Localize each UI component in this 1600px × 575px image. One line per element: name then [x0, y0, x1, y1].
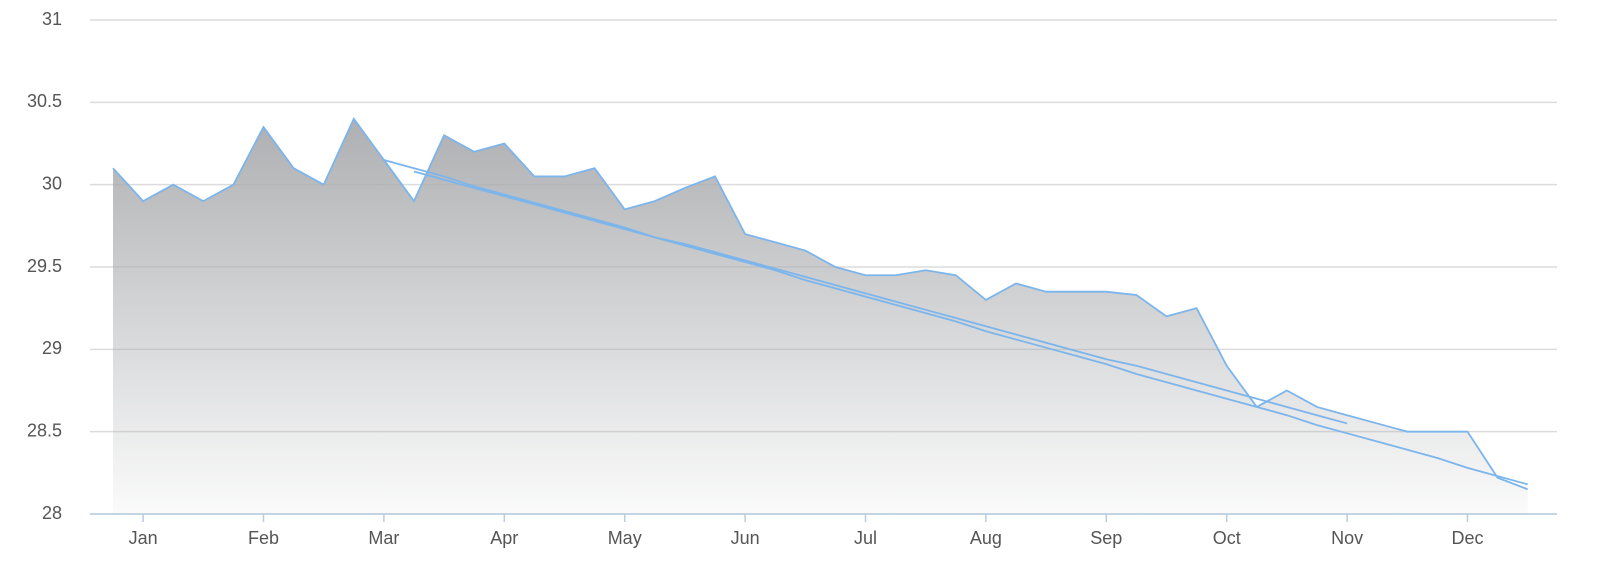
x-tick-label: Apr	[490, 528, 518, 548]
x-tick-label: Nov	[1331, 528, 1363, 548]
x-tick-label: Jul	[854, 528, 877, 548]
y-tick-label: 30	[42, 173, 62, 193]
x-tick-label: May	[608, 528, 642, 548]
x-tick-label: Jun	[731, 528, 760, 548]
y-tick-label: 30.5	[27, 91, 62, 111]
x-tick-label: Mar	[368, 528, 399, 548]
x-tick-label: Dec	[1451, 528, 1483, 548]
line	[383, 159, 1528, 486]
x-tick-label: Sep	[1090, 528, 1122, 548]
x-tick-label: Jan	[129, 528, 158, 548]
y-tick-label: 29	[42, 338, 62, 358]
line	[112, 117, 1529, 491]
y-tick-label: 28	[42, 503, 62, 523]
line	[413, 170, 1348, 425]
area-fill	[113, 118, 1528, 515]
y-tick-label: 29.5	[27, 256, 62, 276]
y-tick-label: 28.5	[27, 420, 62, 440]
x-tick-label: Aug	[970, 528, 1002, 548]
x-tick-label: Oct	[1213, 528, 1241, 548]
y-tick-label: 31	[42, 9, 62, 29]
x-tick-label: Feb	[248, 528, 279, 548]
